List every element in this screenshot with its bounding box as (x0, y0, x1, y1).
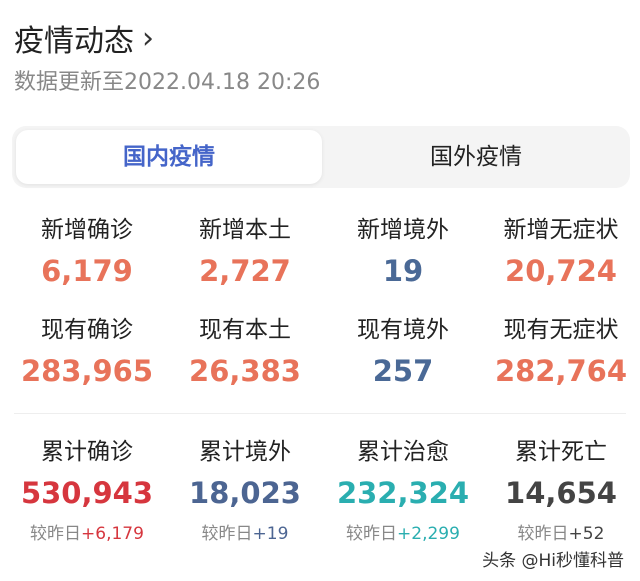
stat-cell: 现有无症状 282,764 (482, 315, 640, 391)
chevron-right-icon: › (142, 20, 154, 56)
delta-value: +19 (252, 524, 289, 544)
stat-label: 新增境外 (357, 217, 449, 243)
delta-value: +6,179 (81, 524, 144, 544)
delta-value: +52 (568, 524, 605, 544)
delta-prefix: 较昨日 (201, 524, 253, 544)
tab-domestic[interactable]: 国内疫情 (16, 130, 322, 184)
stat-delta: 较昨日+19 (166, 519, 324, 544)
update-time: 数据更新至2022.04.18 20:26 (14, 70, 321, 95)
stat-label: 新增本土 (199, 217, 291, 243)
stat-label: 累计治愈 (357, 439, 449, 465)
stat-value: 26,383 (189, 354, 301, 388)
stat-label: 现有本土 (199, 317, 291, 343)
delta-prefix: 较昨日 (517, 524, 569, 544)
stat-value: 283,965 (20, 354, 154, 388)
stat-value: 232,324 (336, 476, 470, 510)
new-stats-row: 新增确诊 6,179 新增本土 2,727 新增境外 19 新增无症状 20,724 (8, 215, 640, 291)
stat-label: 新增确诊 (41, 217, 133, 243)
stat-cell: 现有境外 257 (324, 315, 482, 391)
stat-value: 14,654 (505, 476, 617, 510)
stat-cell: 累计确诊 530,943 较昨日+6,179 (8, 437, 166, 544)
stat-delta: 较昨日+6,179 (8, 519, 166, 544)
region-tabs: 国内疫情 国外疫情 (12, 126, 630, 188)
stat-cell: 新增无症状 20,724 (482, 215, 640, 291)
title-text: 疫情动态 (14, 24, 134, 59)
stat-value: 2,727 (199, 254, 291, 288)
delta-value: +2,299 (397, 524, 460, 544)
stat-cell: 累计死亡 14,654 较昨日+52 (482, 437, 640, 544)
tab-overseas[interactable]: 国外疫情 (430, 144, 522, 170)
stat-cell: 新增本土 2,727 (166, 215, 324, 291)
stat-label: 现有境外 (357, 317, 449, 343)
cumulative-stats-row: 累计确诊 530,943 较昨日+6,179 累计境外 18,023 较昨日+19 累计治愈… (8, 437, 640, 544)
stat-value: 18,023 (189, 476, 301, 510)
watermark: 头条 @Hi秒懂科普 (482, 551, 624, 571)
page-title[interactable]: 疫情动态 › (14, 16, 154, 60)
stat-label: 新增无症状 (503, 217, 619, 243)
stat-cell: 新增境外 19 (324, 215, 482, 291)
stat-delta: 较昨日+52 (482, 519, 640, 544)
stat-value: 282,764 (494, 354, 628, 388)
stat-cell: 现有本土 26,383 (166, 315, 324, 391)
divider (14, 413, 626, 414)
stat-cell: 现有确诊 283,965 (8, 315, 166, 391)
stat-delta: 较昨日+2,299 (324, 519, 482, 544)
delta-prefix: 较昨日 (346, 524, 398, 544)
stat-cell: 新增确诊 6,179 (8, 215, 166, 291)
stat-cell: 累计治愈 232,324 较昨日+2,299 (324, 437, 482, 544)
stat-cell: 累计境外 18,023 较昨日+19 (166, 437, 324, 544)
stat-value: 6,179 (41, 254, 133, 288)
stat-value: 257 (372, 354, 434, 388)
stat-value: 530,943 (20, 476, 154, 510)
delta-prefix: 较昨日 (30, 524, 82, 544)
stat-label: 现有无症状 (503, 317, 619, 343)
stat-label: 现有确诊 (41, 317, 133, 343)
stat-label: 累计死亡 (515, 439, 607, 465)
stat-label: 累计确诊 (41, 439, 133, 465)
current-stats-row: 现有确诊 283,965 现有本土 26,383 现有境外 257 现有无症状 282,764 (8, 315, 640, 391)
stat-value: 20,724 (505, 254, 617, 288)
stat-label: 累计境外 (199, 439, 291, 465)
stat-value: 19 (382, 254, 424, 288)
